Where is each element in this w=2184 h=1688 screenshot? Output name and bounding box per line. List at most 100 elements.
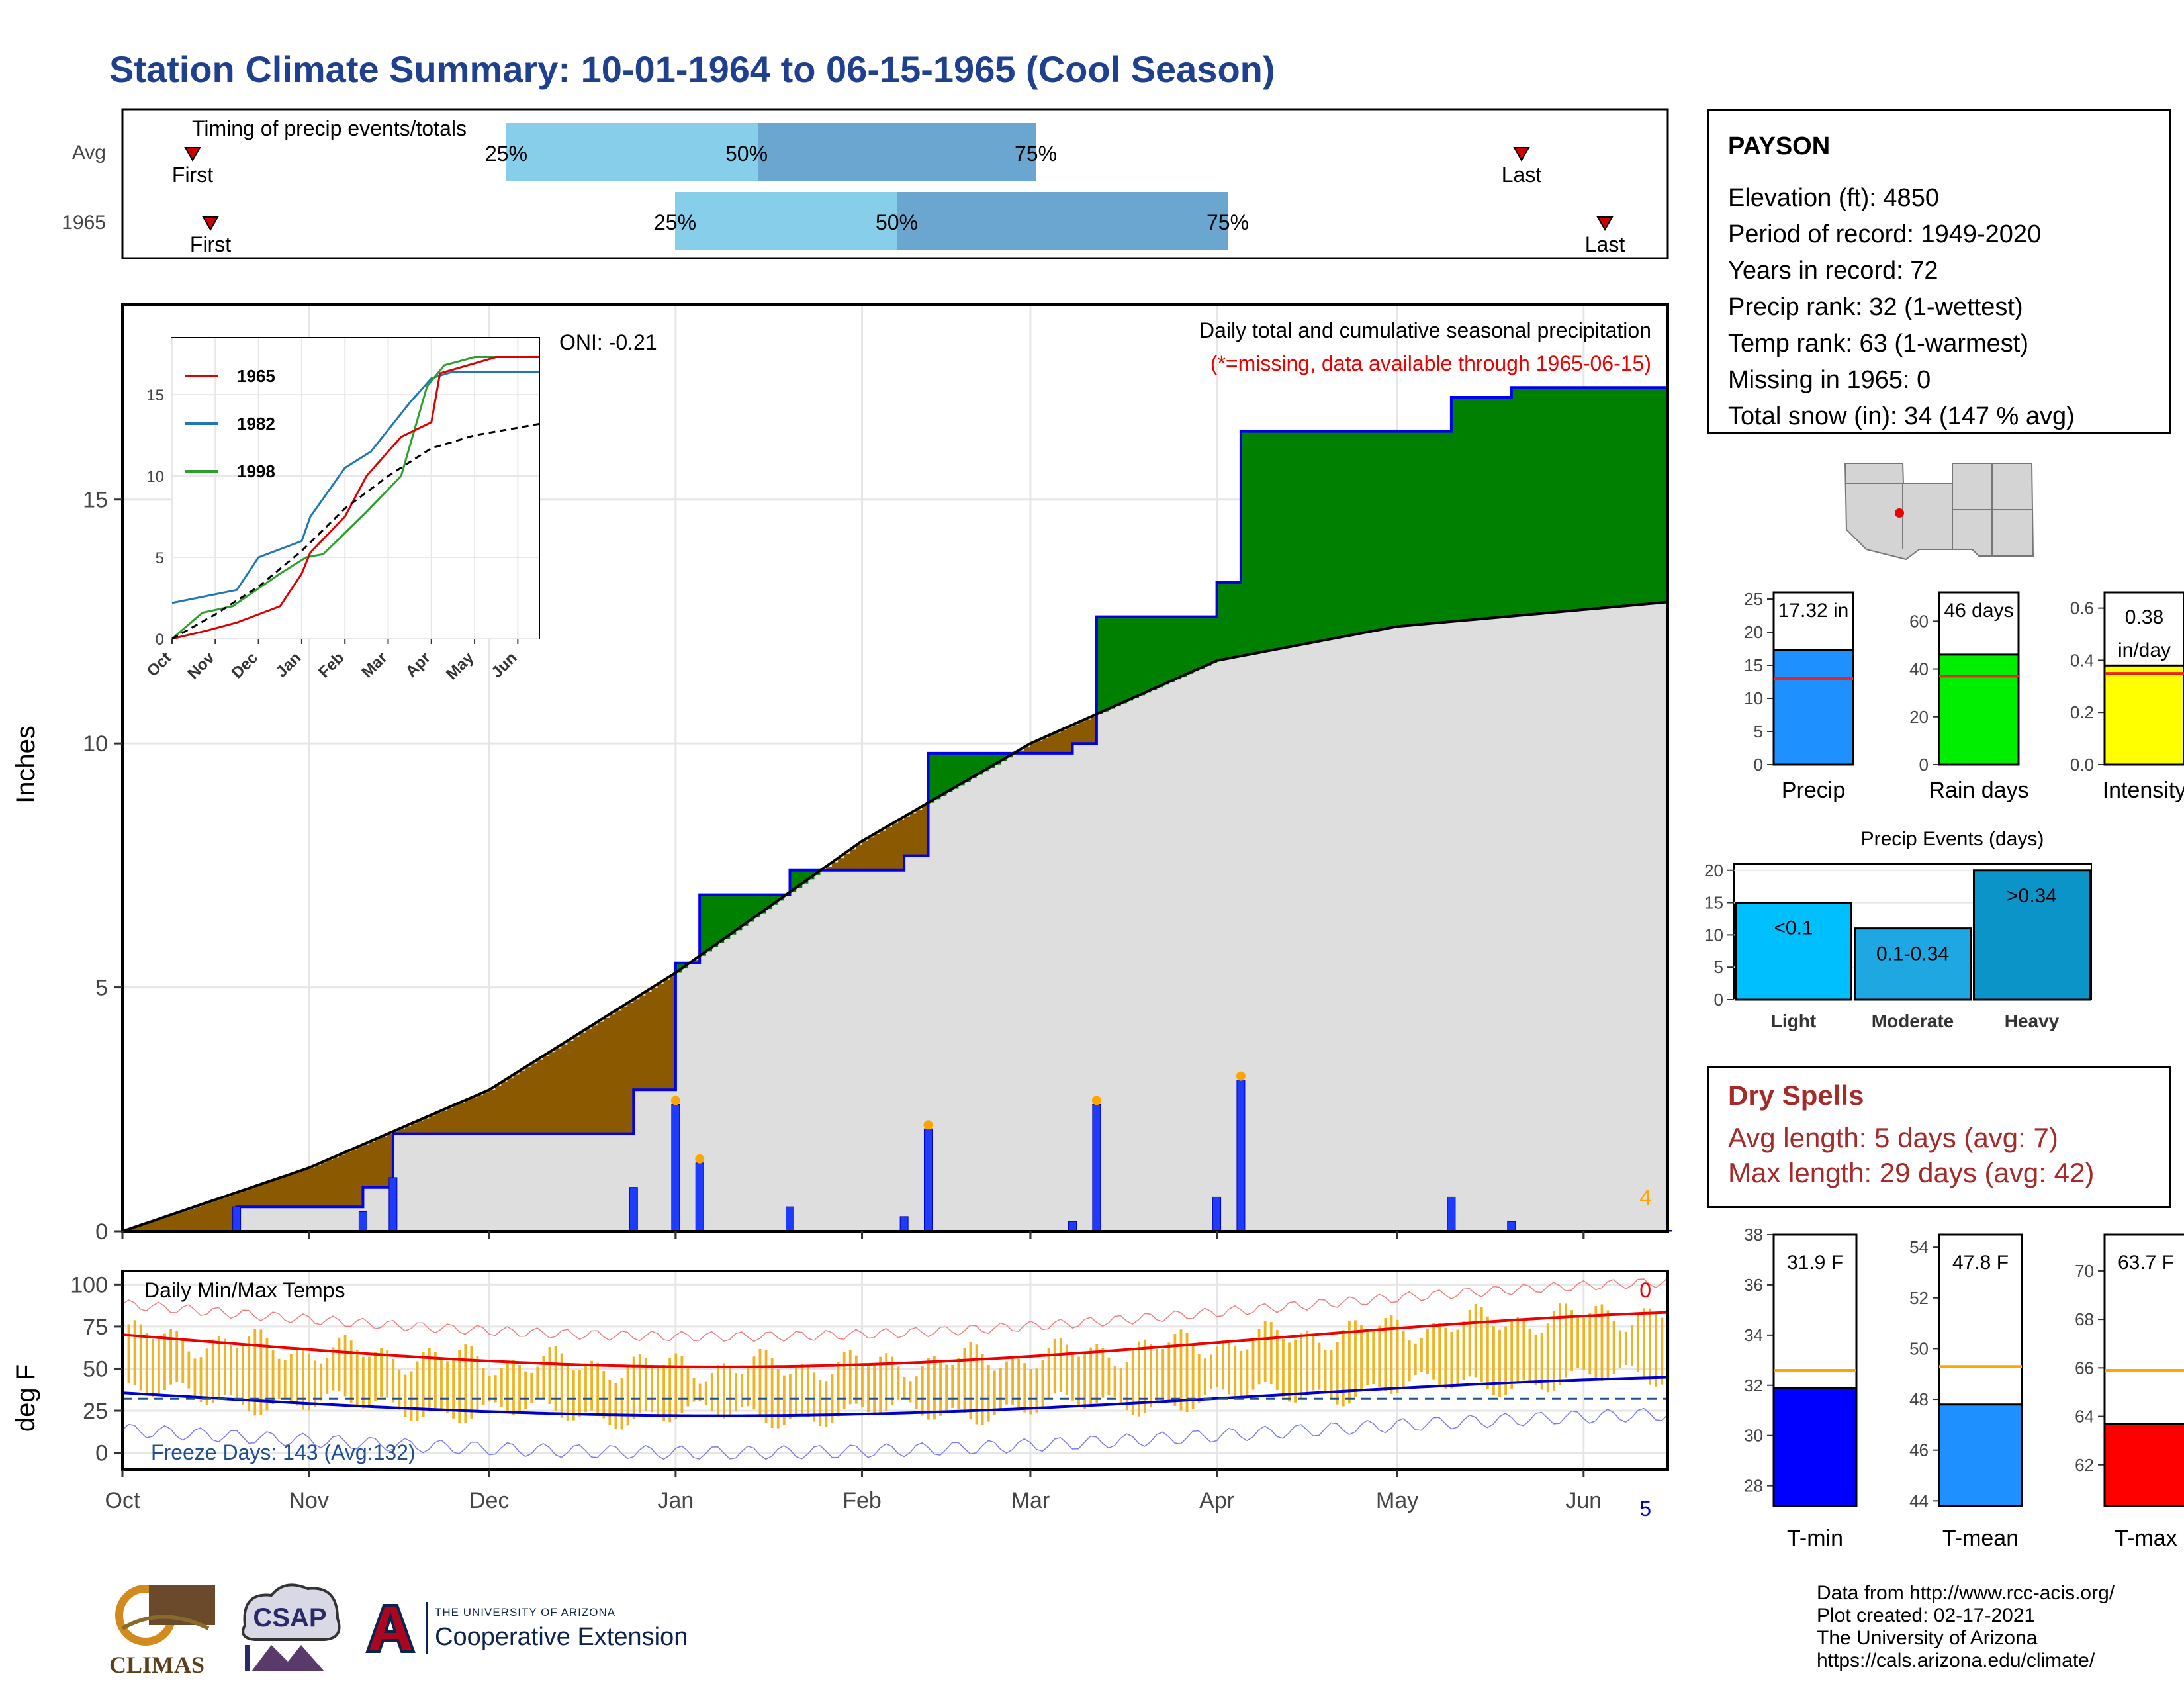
daily-temp-bar [1462, 1321, 1465, 1380]
daily-temp-bar [1228, 1340, 1231, 1395]
summary-ytick-label: 5 [1754, 722, 1763, 741]
precip-departure-fill [405, 1126, 412, 1134]
daily-temp-bar [211, 1339, 214, 1403]
temp-summary-ytick-label: 54 [1909, 1237, 1929, 1257]
precip-departure-fill [477, 1095, 484, 1134]
daily-temp-bar [422, 1351, 425, 1417]
precip-departure-fill [279, 1178, 285, 1207]
daily-temp-bar [133, 1320, 136, 1386]
daily-temp-bar [608, 1380, 612, 1425]
avg-bar-light [506, 123, 758, 181]
precip-departure-fill [753, 894, 760, 918]
temp-summary-label-tmean: T-mean [1942, 1526, 2019, 1551]
summary-bars: 0 5 10 15 20 25 17.32 in Precip 0 20 40 60 46 days Ra… [1744, 589, 2184, 803]
precip-departure-fill [1637, 387, 1645, 605]
daily-temp-bar [151, 1338, 154, 1397]
temp-summary-ytick-label: 64 [2075, 1407, 2094, 1427]
precip-ytick-label: 10 [83, 731, 108, 757]
precip-departure-fill [267, 1182, 273, 1207]
daily-temp-bar [1402, 1331, 1405, 1389]
precip-departure-fill [1595, 387, 1602, 609]
inset-xtick-label: Jun [488, 649, 520, 681]
precip-departure-fill [928, 753, 935, 803]
daily-temp-bar [1360, 1325, 1363, 1391]
precip-departure-fill [1625, 387, 1633, 606]
daily-temp-bar [259, 1329, 263, 1415]
precip-departure-fill [886, 827, 893, 870]
precip-departure-fill [898, 820, 905, 870]
daily-temp-bar [349, 1340, 353, 1403]
precip-departure-fill [1109, 616, 1115, 709]
daily-temp-bar [199, 1357, 203, 1403]
inset-chart: Oct Nov Dec Jan Feb Mar Apr May Jun 0 5 10 15 1965 19… [144, 337, 540, 683]
precip-departure-fill [525, 1067, 532, 1134]
daily-temp-bar [1113, 1366, 1116, 1398]
daily-temp-bar [271, 1350, 275, 1404]
events-chart: Precip Events (days) 0 5 10 15 20 <0.1 Light 0.… [1704, 828, 2092, 1031]
daily-temp-bar [752, 1356, 756, 1410]
precip-departure-fill [1048, 735, 1055, 753]
precip-departure-fill [1451, 397, 1458, 622]
precip-departure-fill [832, 862, 839, 870]
precip-departure-fill [1162, 616, 1169, 685]
daily-temp-bar [1005, 1361, 1008, 1405]
precip-departure-fill [1319, 431, 1326, 641]
precip-departure-fill [747, 894, 754, 922]
daily-temp-bar [265, 1338, 269, 1411]
avg-max-line [122, 1311, 1668, 1368]
daily-temp-bar [283, 1360, 287, 1398]
daily-temp-bar [1450, 1331, 1453, 1389]
precip-departure-fill [296, 1172, 304, 1207]
precip-departure-fill [1199, 616, 1206, 669]
temp-bottom-count: 5 [1639, 1497, 1651, 1521]
precip-departure-fill [441, 1110, 448, 1134]
daily-temp-bar [1173, 1334, 1177, 1406]
daily-temp-bar [1565, 1303, 1567, 1378]
daily-temp-bar [494, 1375, 497, 1403]
precip-departure-fill [615, 1010, 622, 1134]
daily-temp-bar [813, 1372, 816, 1422]
precip-departure-fill [1150, 616, 1158, 690]
daily-temp-bar [885, 1353, 888, 1411]
daily-temp-bar [1017, 1356, 1021, 1409]
daily-temp-bar [332, 1347, 335, 1391]
precip-departure-fill [519, 1070, 526, 1134]
events-bar-label: 0.1-0.34 [1876, 943, 1949, 965]
precip-departure-fill [1132, 616, 1140, 698]
daily-temp-bar [723, 1363, 725, 1419]
daily-temp-bar [951, 1364, 954, 1408]
precip-departure-fill [1445, 431, 1452, 622]
precip-departure-fill [735, 894, 743, 931]
precip-departure-fill [868, 837, 875, 870]
precip-departure-fill [495, 1086, 502, 1134]
daily-temp-bar [458, 1350, 461, 1423]
precip-departure-fill [609, 1014, 616, 1134]
precip-departure-fill [976, 753, 983, 775]
daily-temp-bar [1125, 1362, 1128, 1411]
summary-value-rain_days: 46 days [1944, 600, 2013, 622]
precip-departure-fill [1517, 387, 1524, 616]
precip-departure-fill [705, 894, 712, 952]
daily-precip-bar [388, 1177, 398, 1232]
precip-departure-fill [429, 1115, 436, 1134]
daily-temp-bar [404, 1374, 407, 1417]
precip-departure-fill [212, 1200, 219, 1231]
daily-temp-bar [596, 1362, 600, 1413]
precip-departure-fill [435, 1113, 442, 1134]
station-info-panel: PAYSON Elevation (ft): 4850 Period of re… [1707, 109, 2171, 434]
precip-departure-fill [717, 894, 725, 943]
daily-temp-bar [1570, 1310, 1573, 1371]
temp-xtick-label: Jan [657, 1488, 694, 1513]
daily-temp-bar [314, 1360, 317, 1407]
daily-temp-bar [975, 1344, 978, 1425]
precip-departure-fill [236, 1192, 244, 1207]
precip-departure-fill [1042, 738, 1049, 753]
daily-temp-bar [620, 1378, 623, 1430]
temp-summary-value-tmean: 47.8 F [1952, 1252, 2009, 1274]
avg-p50: 50% [725, 142, 768, 165]
precip-departure-fill [411, 1123, 418, 1134]
precip-departure-fill [176, 1213, 183, 1231]
precip-departure-fill [1505, 397, 1512, 617]
temp-summary-bars: 28 30 32 34 36 38 31.9 F T-min 44 46 48 50 52 54 47.8 … [1744, 1228, 2184, 1551]
precip-departure-fill [639, 995, 647, 1090]
